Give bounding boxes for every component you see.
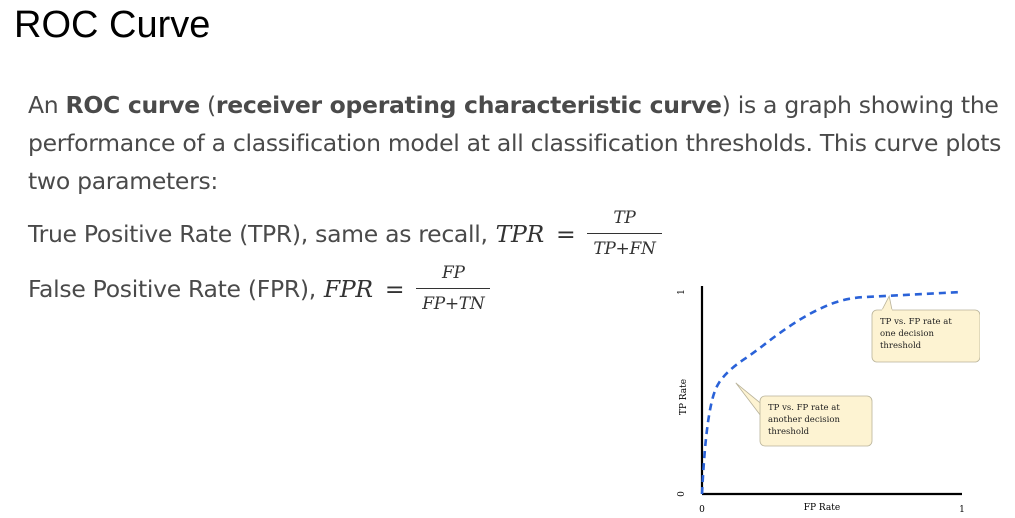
fpr-definition: False Positive Rate (FPR), FPR = FP FP+T… [28,263,491,314]
tpr-fraction: TP TP+FN [587,208,662,259]
chart-axes [700,286,962,496]
callout-text-line: threshold [768,427,810,437]
fpr-fraction: FP FP+TN [416,263,491,314]
intro-text-1: An [28,91,66,119]
roc-curve-term: ROC curve [65,91,201,119]
callout-pointer [881,294,893,311]
chart-labels: 0 1 0 1 FP Rate TP Rate [677,289,965,515]
intro-text-3: ) is a graph showing the performance of … [28,91,1002,195]
annotation-callout: TP vs. FP rate at one decision threshold [871,294,980,363]
x-tick-label: 0 [699,505,705,515]
fpr-denominator: FP+TN [416,288,491,314]
y-tick-label: 0 [677,491,687,497]
intro-paragraph: An ROC curve (receiver operating charact… [28,86,1013,200]
x-tick-label: 1 [959,505,965,515]
tpr-definition: True Positive Rate (TPR), same as recall… [28,208,662,259]
callout-box [871,309,980,363]
tpr-numerator: TP [613,208,636,228]
intro-text-2: ( [199,91,216,119]
callout-text-line: another decision [768,415,840,425]
fpr-equals: = [384,274,405,303]
fpr-numerator: FP [442,263,465,283]
fpr-label: False Positive Rate (FPR), [28,274,316,303]
callout-box [759,395,873,447]
fpr-symbol: FPR [323,274,373,303]
tpr-equals: = [555,219,576,248]
callout-text-line: threshold [880,341,922,351]
annotation-callout: TP vs. FP rate at another decision thresho… [735,382,873,447]
y-tick-label: 1 [677,289,687,295]
y-axis-label: TP Rate [679,379,689,415]
tpr-symbol: TPR [495,219,545,248]
tpr-denominator: TP+FN [587,233,662,259]
roc-full-name: receiver operating characteristic curve [215,91,722,119]
callout-text-line: TP vs. FP rate at [880,317,952,327]
callout-text-line: TP vs. FP rate at [768,403,840,413]
tpr-label: True Positive Rate (TPR), same as recall… [28,219,488,248]
callout-text-line: one decision [880,329,934,339]
page-title: ROC Curve [14,4,211,46]
x-axis-label: FP Rate [804,503,840,513]
